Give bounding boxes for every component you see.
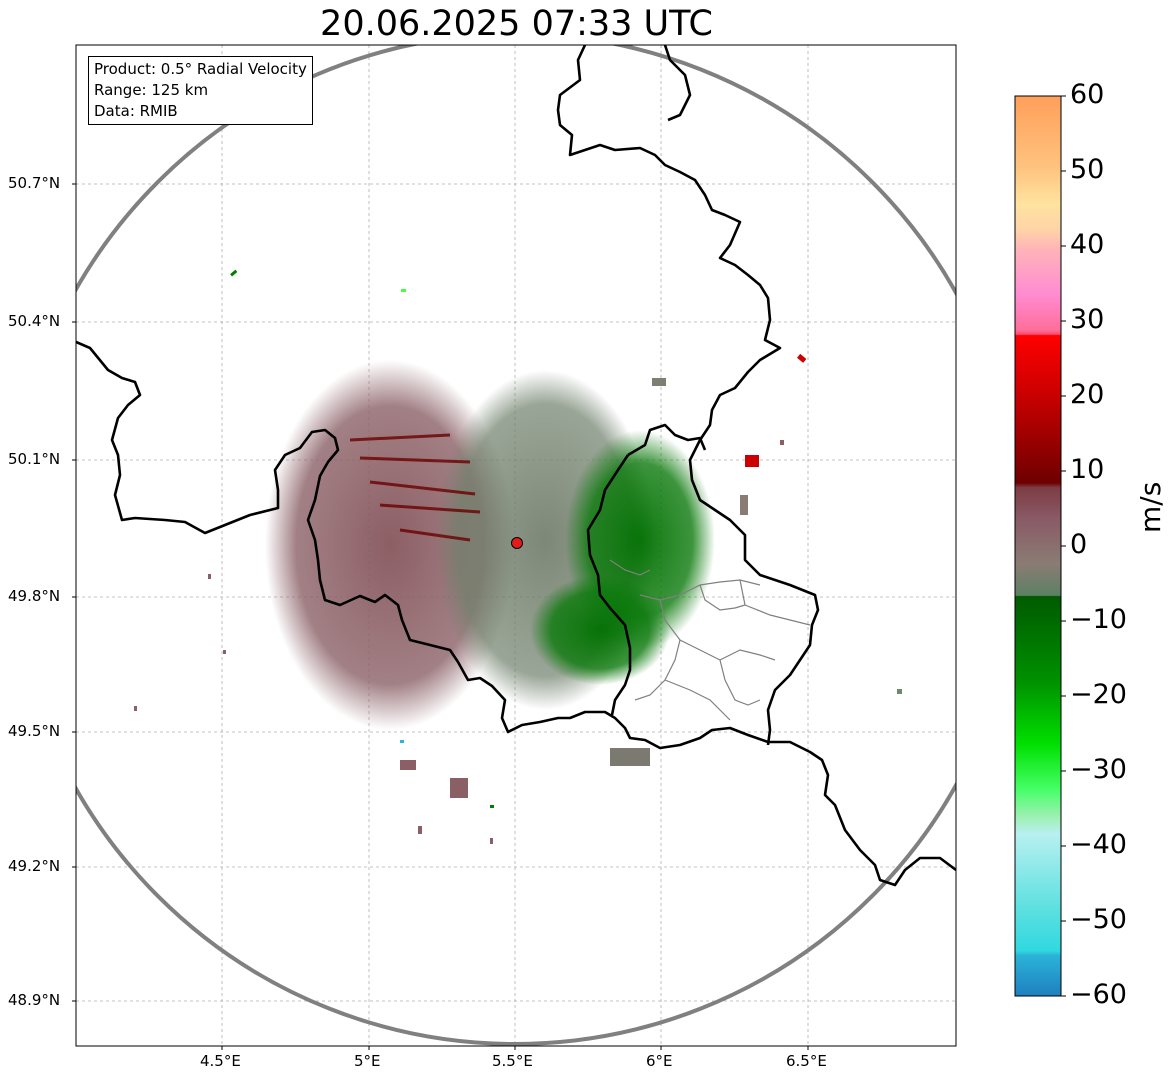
colorbar-tick-label: 60 [1070, 79, 1105, 110]
outbound-streaks [349, 433, 481, 542]
colorbar-tick-label: −40 [1070, 829, 1127, 860]
radar-site-marker [511, 537, 523, 549]
scattered-echoes [134, 269, 902, 844]
info-data-source: Data: RMIB [94, 102, 178, 120]
radar-echoes [134, 269, 902, 844]
colorbar-unit-label: m/s [1134, 481, 1167, 533]
lat-tick-label: 48.9°N [8, 991, 61, 1009]
colorbar-tick-label: −30 [1070, 754, 1127, 785]
axes-frame [75, 44, 957, 1047]
map-title: 20.06.2025 07:33 UTC [320, 4, 713, 44]
lat-tick-label: 49.8°N [8, 587, 61, 605]
lon-tick-label: 5.5°E [492, 1052, 533, 1070]
colorbar-tick-label: −20 [1070, 679, 1127, 710]
info-product: Product: 0.5° Radial Velocity [94, 60, 307, 78]
tick-marks [72, 183, 809, 1050]
colorbar-tick-label: −60 [1070, 979, 1127, 1010]
colorbar [1014, 95, 1062, 997]
lon-tick-label: 5°E [354, 1052, 381, 1070]
info-box: Product: 0.5° Radial Velocity Range: 125… [88, 56, 313, 125]
admin-borders [609, 559, 811, 721]
range-ring [76, 45, 956, 1046]
colorbar-tick-label: −50 [1070, 904, 1127, 935]
colorbar-tick-label: 50 [1070, 154, 1105, 185]
lon-tick-label: 6.5°E [786, 1052, 827, 1070]
colorbar-tick-label: 10 [1070, 454, 1105, 485]
colorbar-tick-label: −10 [1070, 604, 1127, 635]
echo-inbound-area-south [530, 575, 670, 685]
lat-tick-label: 49.2°N [8, 857, 61, 875]
info-range: Range: 125 km [94, 81, 209, 99]
lon-tick-label: 6°E [646, 1052, 673, 1070]
lon-tick-label: 4.5°E [200, 1052, 241, 1070]
lat-tick-label: 50.7°N [8, 174, 61, 192]
lat-tick-label: 49.5°N [8, 722, 61, 740]
colorbar-tick-label: 40 [1070, 229, 1105, 260]
colorbar-tick-label: 20 [1070, 379, 1105, 410]
colorbar-tick-label: 0 [1070, 529, 1088, 560]
colorbar-tick-label: 30 [1070, 304, 1105, 335]
country-borders [76, 45, 956, 887]
lat-tick-label: 50.4°N [8, 312, 61, 330]
colorbar-ticks [1061, 95, 1066, 997]
lat-tick-label: 50.1°N [8, 450, 61, 468]
